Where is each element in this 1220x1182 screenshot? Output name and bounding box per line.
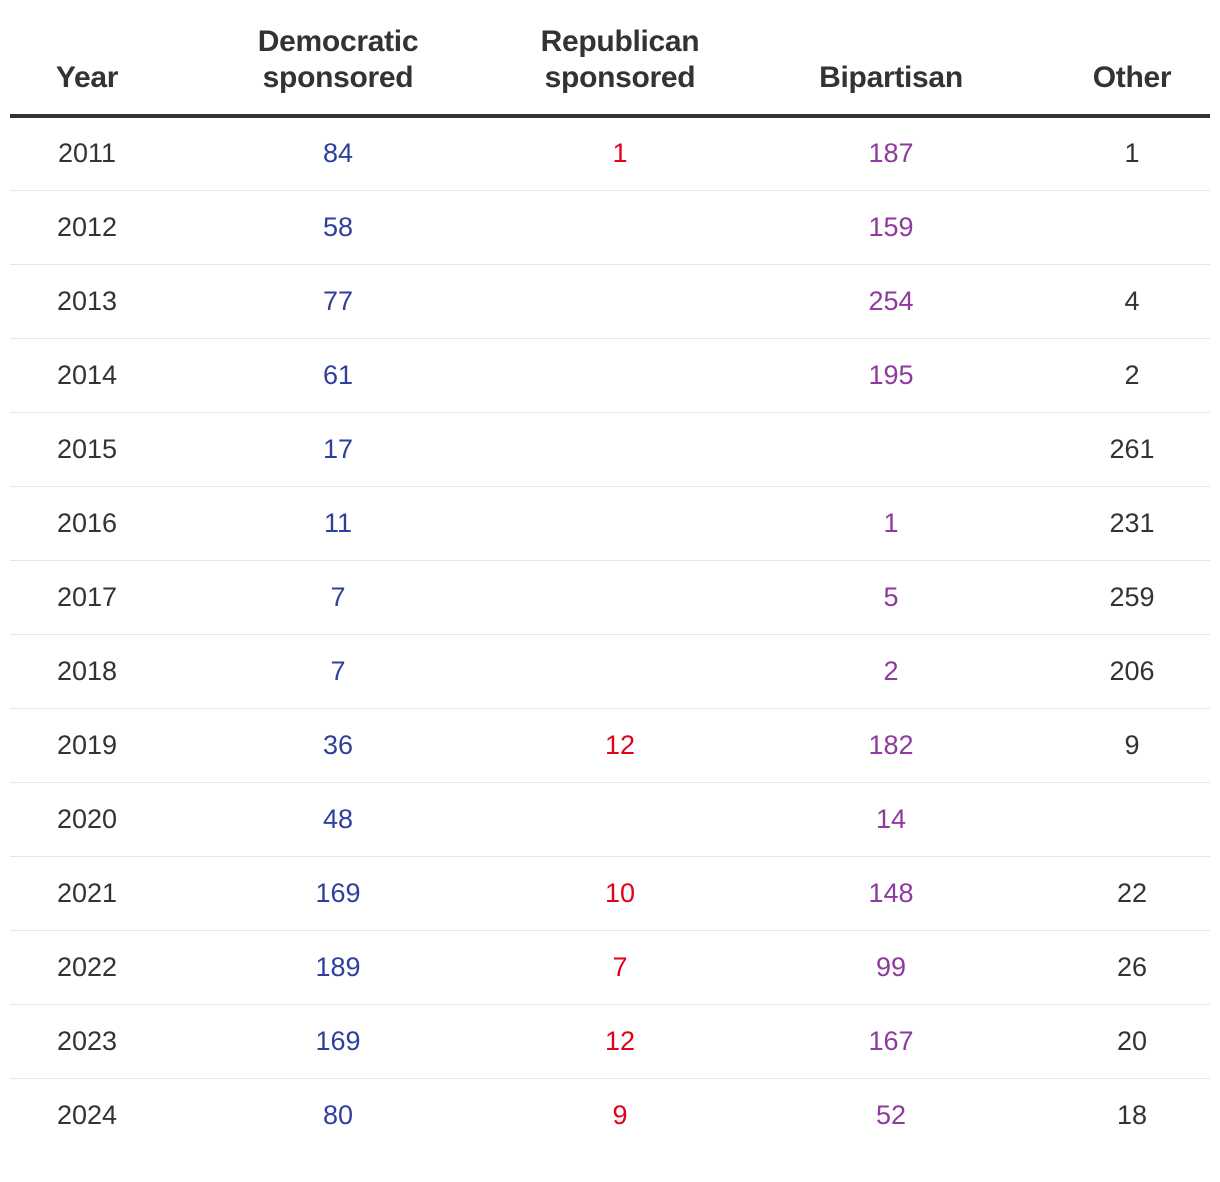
header-democratic-sponsored: Democratic sponsored <box>164 0 512 118</box>
cell-year: 2019 <box>10 708 164 783</box>
cell-republican <box>512 782 728 857</box>
cell-republican <box>512 338 728 413</box>
cell-year: 2020 <box>10 782 164 857</box>
cell-bipartisan: 99 <box>728 930 1054 1005</box>
table-row: 2017 7 5 259 <box>10 560 1210 635</box>
table-row: 2013 77 254 4 <box>10 264 1210 339</box>
cell-bipartisan <box>728 412 1054 487</box>
cell-year: 2016 <box>10 486 164 561</box>
cell-democratic: 48 <box>164 782 512 857</box>
cell-bipartisan: 148 <box>728 856 1054 931</box>
header-year: Year <box>10 0 164 118</box>
cell-year: 2017 <box>10 560 164 635</box>
table-row: 2012 58 159 <box>10 190 1210 265</box>
cell-other: 4 <box>1054 264 1210 339</box>
cell-year: 2018 <box>10 634 164 709</box>
cell-other <box>1054 782 1210 857</box>
cell-democratic: 7 <box>164 634 512 709</box>
cell-other: 231 <box>1054 486 1210 561</box>
cell-republican <box>512 190 728 265</box>
cell-bipartisan: 254 <box>728 264 1054 339</box>
cell-democratic: 36 <box>164 708 512 783</box>
cell-other: 261 <box>1054 412 1210 487</box>
cell-republican: 7 <box>512 930 728 1005</box>
table-row: 2014 61 195 2 <box>10 338 1210 413</box>
cell-year: 2024 <box>56 1099 118 1130</box>
cell-republican <box>512 412 728 487</box>
cell-bipartisan: 182 <box>728 708 1054 783</box>
cell-democratic: 17 <box>164 412 512 487</box>
table-row: 2011 84 1 187 1 <box>10 116 1210 191</box>
cell-bipartisan: 167 <box>728 1004 1054 1079</box>
cell-bipartisan: 1 <box>728 486 1054 561</box>
cell-bipartisan: 187 <box>728 116 1054 191</box>
cell-year: 2015 <box>10 412 164 487</box>
header-republican-sponsored: Republican sponsored <box>512 0 728 118</box>
table-row: 2015 17 261 <box>10 412 1210 487</box>
cell-other <box>1054 190 1210 265</box>
cell-bipartisan: 2 <box>728 634 1054 709</box>
cell-other: 1 <box>1054 116 1210 191</box>
cell-democratic: 7 <box>164 560 512 635</box>
cell-republican <box>512 486 728 561</box>
cell-democratic: 58 <box>164 190 512 265</box>
cell-bipartisan: 14 <box>728 782 1054 857</box>
sponsorship-table: Year Democratic sponsored Republican spo… <box>10 0 1210 1152</box>
cell-democratic: 169 <box>164 1004 512 1079</box>
cell-republican: 9 <box>612 1099 628 1130</box>
cell-year: 2021 <box>10 856 164 931</box>
cell-other: 259 <box>1054 560 1210 635</box>
table-row: 2018 7 2 206 <box>10 634 1210 709</box>
cell-bipartisan: 52 <box>875 1099 907 1130</box>
cell-republican: 1 <box>512 116 728 191</box>
cell-democratic: 169 <box>164 856 512 931</box>
cell-bipartisan: 195 <box>728 338 1054 413</box>
cell-other: 20 <box>1054 1004 1210 1079</box>
cell-republican <box>512 634 728 709</box>
table-body: 2011 84 1 187 1 2012 58 159 2013 77 254 4 2014 61 195 2… <box>10 116 1210 1152</box>
header-other: Other <box>1054 0 1210 118</box>
table-row: 2016 11 1 231 <box>10 486 1210 561</box>
cell-democratic: 61 <box>164 338 512 413</box>
header-bipartisan: Bipartisan <box>728 0 1054 118</box>
cell-democratic: 80 <box>322 1099 354 1130</box>
data-table-container: Year Democratic sponsored Republican spo… <box>10 0 1210 1152</box>
table-row: 2022 189 7 99 26 <box>10 930 1210 1005</box>
table-row: 2024 80 9 52 18 <box>10 1078 1210 1152</box>
table-row: 2023 169 12 167 20 <box>10 1004 1210 1079</box>
cell-democratic: 11 <box>164 486 512 561</box>
cell-republican <box>512 560 728 635</box>
cell-republican: 10 <box>512 856 728 931</box>
cell-other: 18 <box>1116 1099 1148 1130</box>
cell-year: 2012 <box>10 190 164 265</box>
cell-democratic: 84 <box>164 116 512 191</box>
table-row: 2020 48 14 <box>10 782 1210 857</box>
cell-republican <box>512 264 728 339</box>
cell-bipartisan: 159 <box>728 190 1054 265</box>
cell-other: 206 <box>1054 634 1210 709</box>
table-header: Year Democratic sponsored Republican spo… <box>10 0 1210 118</box>
cell-bipartisan: 5 <box>728 560 1054 635</box>
cell-other: 9 <box>1054 708 1210 783</box>
cell-democratic: 77 <box>164 264 512 339</box>
cell-year: 2013 <box>10 264 164 339</box>
cell-republican: 12 <box>512 1004 728 1079</box>
cell-republican: 12 <box>512 708 728 783</box>
cell-other: 26 <box>1054 930 1210 1005</box>
cell-democratic: 189 <box>164 930 512 1005</box>
table-row: 2021 169 10 148 22 <box>10 856 1210 931</box>
cell-other: 22 <box>1054 856 1210 931</box>
cell-year: 2022 <box>10 930 164 1005</box>
cell-year: 2014 <box>10 338 164 413</box>
header-row: Year Democratic sponsored Republican spo… <box>10 0 1210 118</box>
cell-other: 2 <box>1054 338 1210 413</box>
cell-year: 2023 <box>10 1004 164 1079</box>
table-row: 2019 36 12 182 9 <box>10 708 1210 783</box>
cell-year: 2011 <box>10 116 164 191</box>
